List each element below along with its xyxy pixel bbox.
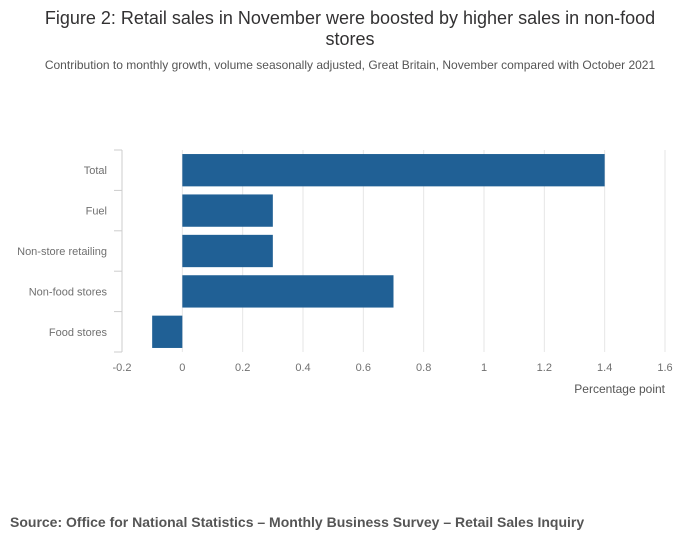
chart-title: Figure 2: Retail sales in November were … [44, 8, 656, 49]
category-label: Non-store retailing [17, 246, 107, 258]
category-label: Food stores [49, 327, 108, 339]
x-tick-label: 1.6 [657, 362, 672, 374]
source-note: Source: Office for National Statistics –… [10, 514, 585, 530]
bars [152, 154, 605, 348]
x-tick-label: 0.6 [356, 362, 371, 374]
x-axis-title: Percentage point [574, 382, 665, 396]
category-label: Fuel [86, 206, 107, 218]
category-label: Non-food stores [29, 286, 108, 298]
y-axis [114, 149, 123, 353]
category-label: Total [84, 165, 107, 177]
x-tick-label: 0.2 [235, 362, 250, 374]
bar-non-food-stores[interactable] [182, 275, 394, 308]
x-tick-label: 1.2 [537, 362, 552, 374]
category-labels: Total Fuel Non-store retailing Non-food sto… [17, 165, 107, 339]
bar-total[interactable] [182, 154, 605, 187]
x-tick-label: -0.2 [113, 362, 132, 374]
x-tick-label: 0.4 [295, 362, 310, 374]
bar-food-stores[interactable] [152, 315, 183, 348]
x-axis-ticks: -0.2 0 0.2 0.4 0.6 0.8 1 1.2 1.4 1.6 [113, 362, 673, 374]
x-tick-label: 1.4 [597, 362, 612, 374]
x-tick-label: 0.8 [416, 362, 431, 374]
x-tick-label: 1 [481, 362, 487, 374]
bar-non-store-retailing[interactable] [182, 234, 273, 268]
x-tick-label: 0 [179, 362, 185, 374]
chart-subtitle: Contribution to monthly growth, volume s… [44, 58, 656, 72]
bar-fuel[interactable] [182, 194, 273, 227]
